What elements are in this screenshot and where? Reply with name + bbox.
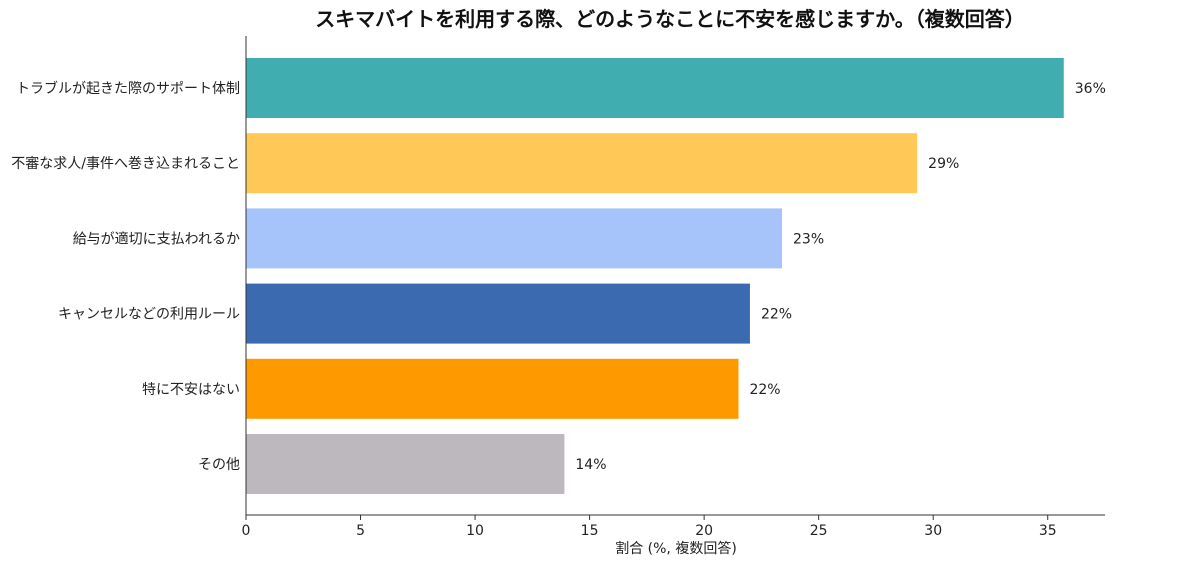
category-label: 給与が適切に支払われるか bbox=[73, 230, 240, 247]
category-label: 不審な求人/事件へ巻き込まれること bbox=[11, 156, 240, 172]
data-label: 22% bbox=[761, 307, 792, 323]
bar bbox=[246, 133, 918, 194]
bar bbox=[246, 434, 565, 494]
category-label: 特に不安はない bbox=[142, 382, 240, 398]
x-tick-label: 30 bbox=[924, 523, 942, 539]
x-tick-label: 15 bbox=[581, 523, 599, 539]
bars-group bbox=[246, 58, 1064, 494]
x-tick-label: 25 bbox=[810, 523, 828, 539]
data-label: 36% bbox=[1075, 81, 1106, 97]
category-label: トラブルが起きた際のサポート体制 bbox=[16, 80, 240, 97]
x-tick-label: 10 bbox=[466, 523, 484, 539]
x-tick-label: 20 bbox=[695, 523, 713, 539]
x-axis-label: 割合 (%, 複数回答) bbox=[615, 540, 737, 557]
bar bbox=[246, 58, 1064, 118]
bar bbox=[246, 358, 739, 419]
data-label: 23% bbox=[793, 231, 824, 247]
x-tick-label: 5 bbox=[356, 523, 365, 539]
category-label: キャンセルなどの利用ルール bbox=[58, 307, 240, 323]
data-labels: 36% 29% 23% 22% 22% 14% bbox=[575, 81, 1105, 473]
x-tick-label: 35 bbox=[1039, 523, 1057, 539]
data-label: 22% bbox=[749, 382, 780, 398]
bar bbox=[246, 283, 750, 344]
bar bbox=[246, 208, 783, 269]
chart-title: スキマバイトを利用する際、どのようなことに不安を感じますか。（複数回答） bbox=[315, 7, 1025, 31]
category-labels: トラブルが起きた際のサポート体制不審な求人/事件へ巻き込まれること給与が適切に支… bbox=[11, 80, 240, 473]
data-label: 29% bbox=[928, 156, 959, 172]
data-label: 14% bbox=[575, 457, 606, 473]
category-label: その他 bbox=[198, 457, 240, 473]
x-axis-ticks: 0 5 10 15 20 25 30 35 bbox=[242, 515, 1057, 539]
x-tick-label: 0 bbox=[242, 523, 251, 539]
